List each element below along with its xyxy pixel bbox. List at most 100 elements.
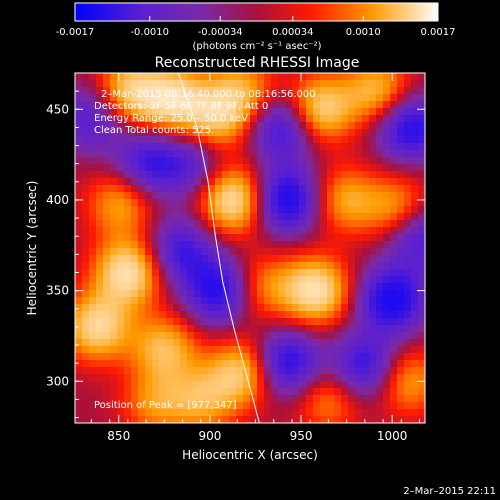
heatmap-pixel xyxy=(187,339,195,347)
heatmap-pixel xyxy=(292,171,300,179)
heatmap-pixel xyxy=(257,318,265,326)
heatmap-pixel xyxy=(397,339,405,347)
heatmap-pixel xyxy=(327,108,335,116)
heatmap-pixel xyxy=(96,360,104,368)
heatmap-pixel xyxy=(341,353,349,361)
heatmap-pixel xyxy=(292,101,300,109)
heatmap-pixel xyxy=(124,339,132,347)
heatmap-pixel xyxy=(320,360,328,368)
heatmap-pixel xyxy=(138,297,146,305)
heatmap-pixel xyxy=(362,164,370,172)
heatmap-pixel xyxy=(187,157,195,165)
heatmap-pixel xyxy=(75,395,83,403)
heatmap-pixel xyxy=(341,339,349,347)
heatmap-pixel xyxy=(285,304,293,312)
heatmap-pixel xyxy=(411,276,419,284)
heatmap-pixel xyxy=(376,395,384,403)
heatmap-pixel xyxy=(306,332,314,340)
heatmap-pixel xyxy=(82,150,90,158)
heatmap-pixel xyxy=(145,311,153,319)
heatmap-pixel xyxy=(215,164,223,172)
heatmap-pixel xyxy=(362,311,370,319)
heatmap-pixel xyxy=(215,241,223,249)
heatmap-pixel xyxy=(96,402,104,410)
heatmap-pixel xyxy=(89,276,97,284)
heatmap-pixel xyxy=(369,115,377,123)
heatmap-pixel xyxy=(138,283,146,291)
heatmap-pixel xyxy=(418,206,425,214)
heatmap-pixel xyxy=(110,234,118,242)
heatmap-pixel xyxy=(299,227,307,235)
heatmap-pixel xyxy=(404,220,412,228)
heatmap-pixel xyxy=(187,318,195,326)
heatmap-pixel xyxy=(187,73,195,81)
heatmap-pixel xyxy=(103,220,111,228)
heatmap-pixel xyxy=(138,115,146,123)
heatmap-pixel xyxy=(215,381,223,389)
heatmap-pixel xyxy=(397,276,405,284)
heatmap-pixel xyxy=(264,269,272,277)
heatmap-pixel xyxy=(348,360,356,368)
heatmap-pixel xyxy=(355,402,363,410)
heatmap-pixel xyxy=(89,87,97,95)
heatmap-pixel xyxy=(180,339,188,347)
heatmap-pixel xyxy=(229,269,237,277)
heatmap-pixel xyxy=(82,248,90,256)
heatmap-pixel xyxy=(110,381,118,389)
heatmap-pixel xyxy=(138,360,146,368)
heatmap-pixel xyxy=(117,409,125,417)
heatmap-pixel xyxy=(173,129,181,137)
heatmap-pixel xyxy=(418,108,425,116)
heatmap-pixel xyxy=(362,115,370,123)
heatmap-pixel xyxy=(75,73,83,81)
heatmap-pixel xyxy=(313,409,321,417)
heatmap-pixel xyxy=(404,185,412,193)
heatmap-pixel xyxy=(152,87,160,95)
heatmap-pixel xyxy=(194,227,202,235)
heatmap-pixel xyxy=(397,185,405,193)
heatmap-pixel xyxy=(82,227,90,235)
heatmap-pixel xyxy=(187,234,195,242)
heatmap-pixel xyxy=(194,339,202,347)
x-tick-label: 950 xyxy=(290,429,313,443)
heatmap-pixel xyxy=(271,73,279,81)
heatmap-pixel xyxy=(257,248,265,256)
heatmap-pixel xyxy=(152,367,160,375)
heatmap-pixel xyxy=(397,220,405,228)
heatmap-pixel xyxy=(166,360,174,368)
heatmap-pixel xyxy=(257,381,265,389)
heatmap-pixel xyxy=(166,395,174,403)
heatmap-pixel xyxy=(180,304,188,312)
heatmap-pixel xyxy=(222,143,230,151)
heatmap-pixel xyxy=(250,227,258,235)
heatmap-pixel xyxy=(173,199,181,207)
heatmap-pixel xyxy=(327,311,335,319)
heatmap-pixel xyxy=(89,395,97,403)
heatmap-pixel xyxy=(362,241,370,249)
heatmap-pixel xyxy=(334,262,342,270)
heatmap-pixel xyxy=(194,353,202,361)
heatmap-pixel xyxy=(131,304,139,312)
heatmap-pixel xyxy=(341,101,349,109)
heatmap-pixel xyxy=(173,87,181,95)
heatmap-pixel xyxy=(341,136,349,144)
heatmap-pixel xyxy=(299,346,307,354)
heatmap-pixel xyxy=(152,192,160,200)
heatmap-pixel xyxy=(110,220,118,228)
heatmap-pixel xyxy=(229,115,237,123)
heatmap-pixel xyxy=(341,185,349,193)
heatmap-pixel xyxy=(278,87,286,95)
heatmap-pixel xyxy=(145,318,153,326)
heatmap-pixel xyxy=(236,241,244,249)
heatmap-pixel xyxy=(124,108,132,116)
heatmap-pixel xyxy=(215,332,223,340)
heatmap-pixel xyxy=(271,94,279,102)
heatmap-pixel xyxy=(152,178,160,186)
heatmap-pixel xyxy=(404,192,412,200)
heatmap-pixel xyxy=(264,206,272,214)
heatmap-pixel xyxy=(320,374,328,382)
heatmap-pixel xyxy=(131,248,139,256)
heatmap-pixel xyxy=(292,353,300,361)
heatmap-pixel xyxy=(334,248,342,256)
heatmap-pixel xyxy=(271,255,279,263)
